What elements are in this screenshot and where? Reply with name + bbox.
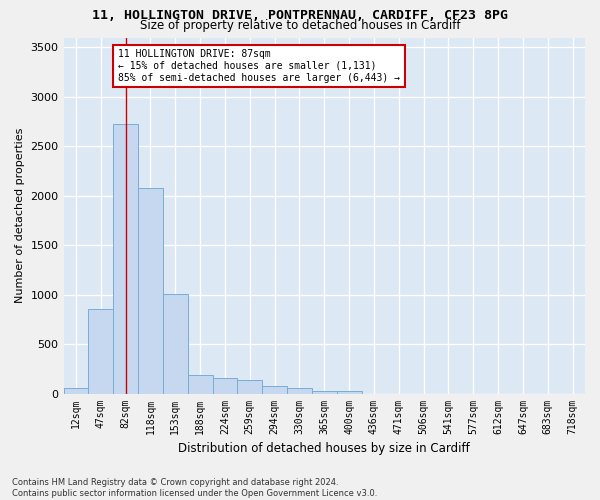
Text: 11 HOLLINGTON DRIVE: 87sqm
← 15% of detached houses are smaller (1,131)
85% of s: 11 HOLLINGTON DRIVE: 87sqm ← 15% of deta…: [118, 50, 400, 82]
Bar: [238, 380, 262, 394]
Bar: [163, 294, 188, 394]
Bar: [138, 188, 163, 394]
Bar: [312, 390, 337, 394]
Bar: [113, 124, 138, 394]
Text: Size of property relative to detached houses in Cardiff: Size of property relative to detached ho…: [140, 19, 460, 32]
Bar: [188, 375, 212, 394]
Bar: [287, 388, 312, 394]
X-axis label: Distribution of detached houses by size in Cardiff: Distribution of detached houses by size …: [178, 442, 470, 455]
Bar: [88, 310, 113, 394]
Text: Contains HM Land Registry data © Crown copyright and database right 2024.
Contai: Contains HM Land Registry data © Crown c…: [12, 478, 377, 498]
Text: 11, HOLLINGTON DRIVE, PONTPRENNAU, CARDIFF, CF23 8PG: 11, HOLLINGTON DRIVE, PONTPRENNAU, CARDI…: [92, 9, 508, 22]
Bar: [212, 378, 238, 394]
Bar: [64, 388, 88, 394]
Bar: [337, 390, 362, 394]
Bar: [262, 386, 287, 394]
Y-axis label: Number of detached properties: Number of detached properties: [15, 128, 25, 303]
